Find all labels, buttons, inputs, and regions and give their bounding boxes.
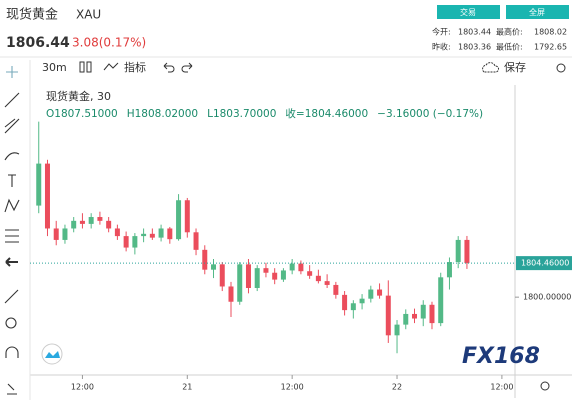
candle-body	[71, 220, 77, 229]
x-tick-label: 12:00	[281, 383, 304, 392]
stat-value: 1803.44	[458, 28, 491, 37]
candle-body	[141, 233, 147, 237]
candle-body	[298, 263, 304, 272]
legend-value: H1808.02000	[127, 108, 198, 120]
candle-body	[446, 262, 452, 278]
change: 3.08(0.17%)	[72, 36, 146, 50]
stat-value: 1803.36	[458, 43, 491, 52]
stat-label: 最高价:	[496, 27, 523, 37]
candle-body	[342, 294, 348, 311]
candle-body	[62, 228, 68, 240]
candle-body	[272, 272, 278, 280]
candle-body	[333, 284, 339, 295]
candle-body	[106, 220, 112, 229]
fullscreen-button-label[interactable]: 全屏	[529, 7, 545, 17]
candle-body	[385, 295, 391, 336]
candle-body	[455, 239, 461, 263]
indicators[interactable]: 指标	[124, 60, 146, 74]
legend-value: O1807.51000	[46, 108, 118, 120]
candle-body	[97, 217, 103, 221]
trade-button-label[interactable]: 交易	[460, 7, 476, 17]
side-toolbar[interactable]	[4, 66, 20, 395]
title: 现货黄金	[6, 7, 58, 23]
candle-body	[324, 281, 330, 285]
fullscreen-button[interactable]	[506, 5, 569, 19]
candle-body	[237, 264, 243, 302]
candle-body	[79, 220, 85, 224]
x-tick-label: 12:00	[71, 383, 94, 392]
stat-value: 1792.65	[534, 43, 567, 52]
candle-body	[44, 163, 50, 229]
legend-symbol: 现货黄金, 30	[46, 89, 111, 103]
candle-body	[289, 263, 295, 271]
candle-body	[394, 324, 400, 336]
candle-body	[176, 200, 182, 240]
logo-button[interactable]	[41, 343, 63, 365]
candle-body	[193, 232, 199, 250]
candle-body	[132, 236, 138, 248]
candle-body	[368, 289, 374, 299]
candle-body	[359, 298, 365, 304]
candle-body	[464, 239, 470, 264]
y-tick-label: 1800.00000	[523, 293, 571, 302]
candle-body	[228, 286, 234, 302]
toolbar-icons[interactable]	[79, 61, 566, 73]
candle-body	[420, 304, 426, 319]
stat-label: 最低价:	[496, 42, 523, 52]
candle-body	[245, 264, 251, 288]
last-price-label: 1804.46000	[521, 259, 569, 268]
candle-body	[315, 275, 321, 282]
candle-body	[377, 289, 383, 296]
symbol: XAU	[76, 8, 101, 22]
candle-body	[307, 271, 313, 276]
candle-body	[429, 304, 435, 324]
legend-value: L1803.70000	[207, 108, 276, 120]
stat-label: 今开:	[432, 27, 451, 37]
candle-body	[149, 233, 155, 238]
candle-body	[184, 200, 190, 233]
watermark: FX168	[462, 344, 540, 369]
candle-body	[412, 313, 418, 319]
legend-value: 收=1804.46000	[285, 107, 368, 120]
candle-body	[438, 277, 444, 324]
legend-value: −3.16000 (−0.17%)	[377, 108, 483, 120]
candle-body	[403, 313, 409, 325]
candle-body	[123, 236, 129, 248]
save[interactable]: 保存	[504, 60, 526, 74]
candle-body	[254, 268, 260, 288]
candle-body	[88, 217, 94, 224]
x-tick-label: 21	[182, 383, 192, 392]
candle-body	[350, 303, 356, 311]
candle-body	[202, 249, 208, 270]
settings-icon[interactable]	[540, 381, 550, 391]
candle-body	[167, 228, 173, 240]
candle-body	[280, 270, 286, 280]
interval[interactable]: 30m	[42, 61, 67, 74]
candle-body	[53, 228, 59, 240]
candle-body	[211, 264, 217, 270]
x-tick-label: 22	[392, 383, 402, 392]
x-tick-label: 12:00	[490, 383, 513, 392]
candle-body	[114, 228, 120, 237]
price: 1806.44	[6, 35, 70, 51]
stat-label: 昨收:	[432, 42, 451, 52]
candle-body	[36, 163, 42, 206]
candle-body	[263, 268, 269, 273]
stat-value: 1808.02	[534, 28, 567, 37]
candle-body	[219, 264, 225, 287]
trade-button[interactable]	[437, 5, 500, 19]
candle-body	[158, 228, 164, 238]
last-price-box	[516, 256, 572, 271]
logo-icon	[45, 351, 60, 358]
